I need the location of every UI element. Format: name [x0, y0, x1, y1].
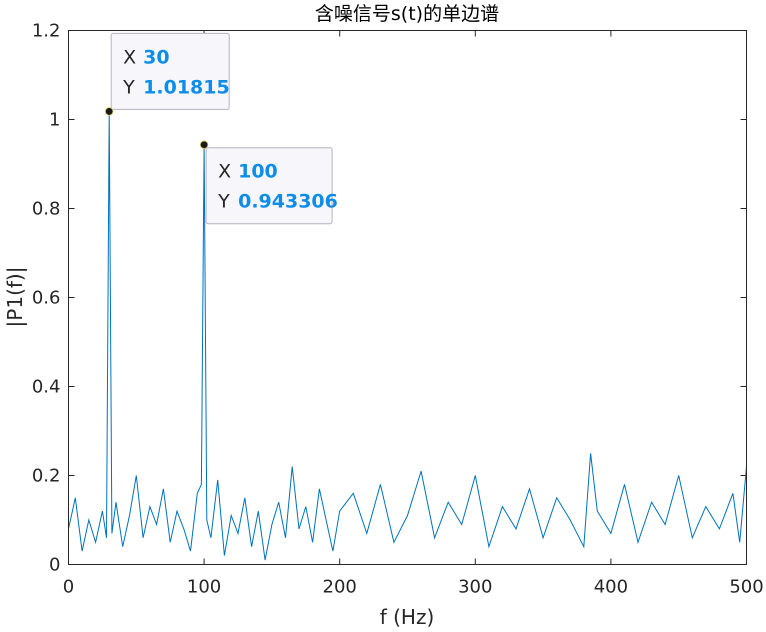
series-line — [68, 111, 747, 561]
x-tick-label: 400 — [594, 577, 628, 598]
datatip[interactable]: X 30 Y 1.01815 — [104, 32, 230, 116]
datatip-box — [110, 32, 230, 110]
chart-title: 含噪信号s(t)的单边谱 — [315, 3, 499, 25]
datatip-marker[interactable] — [199, 140, 209, 149]
datatip[interactable]: X 100 Y 0.943306 — [199, 140, 338, 225]
x-tick-label: 300 — [458, 577, 492, 598]
datatip-key: Y — [217, 191, 230, 213]
datatips: X 30 Y 1.01815 X 100 Y 0.943306 — [104, 32, 338, 225]
y-tick-label: 0.6 — [32, 288, 61, 309]
tick-labels: 0 100 200 300 400 500 0 0.2 0.4 0.6 0.8 1 1.2 — [32, 21, 764, 598]
x-axis-title: f (Hz) — [380, 605, 435, 629]
y-tick-label: 0.8 — [32, 199, 61, 220]
axes-box — [68, 30, 747, 565]
x-tick-label: 500 — [729, 577, 763, 598]
y-tick-label: 0.2 — [32, 466, 61, 487]
datatip-key: Y — [122, 76, 135, 98]
datatip-key: X — [218, 161, 231, 183]
datatip-key: X — [123, 46, 136, 68]
y-tick-label: 0 — [49, 555, 60, 576]
datatip-value: 0.943306 — [238, 191, 338, 213]
x-tick-label: 200 — [323, 577, 357, 598]
y-axis-title: |P1(f)| — [3, 267, 27, 328]
datatip-marker[interactable] — [104, 107, 114, 116]
datatip-value: 100 — [238, 161, 278, 183]
y-tick-label: 1 — [49, 110, 60, 131]
datatip-box — [205, 147, 333, 225]
x-tick-label: 0 — [63, 577, 74, 598]
datatip-value: 30 — [143, 46, 169, 68]
x-tick-label: 100 — [187, 577, 221, 598]
y-tick-label: 0.4 — [32, 377, 61, 398]
y-tick-label: 1.2 — [32, 21, 61, 42]
datatip-value: 1.01815 — [143, 76, 230, 98]
plot-area — [68, 30, 747, 565]
